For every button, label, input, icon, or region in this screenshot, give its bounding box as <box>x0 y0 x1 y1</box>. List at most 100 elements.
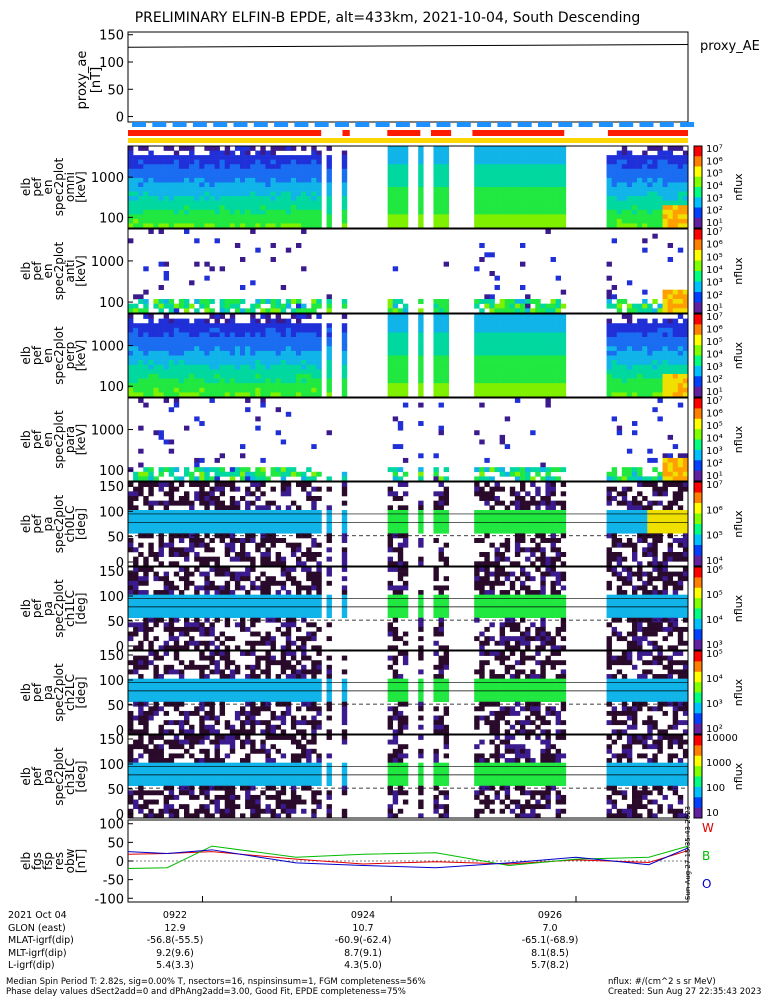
spectrogram-cell <box>387 486 394 492</box>
spectrogram-cell <box>204 467 210 473</box>
spectrogram-cell <box>143 360 149 366</box>
spectrogram-cell <box>209 168 215 174</box>
spectrogram-cell <box>397 378 404 384</box>
spectrogram-cell <box>484 528 490 534</box>
spectrogram-cell <box>525 383 531 389</box>
spectrogram-cell <box>545 505 551 511</box>
spectrogram-cell <box>275 528 282 534</box>
spectrogram-cell <box>285 364 292 370</box>
spectrogram-cell <box>301 603 307 609</box>
spectrogram-cell <box>560 467 567 473</box>
ae-line <box>127 44 689 48</box>
spectrogram-cell <box>316 191 322 197</box>
spectrogram-cell <box>392 200 399 206</box>
spectrogram-cell <box>611 373 618 379</box>
spectrogram-cell <box>402 164 409 170</box>
spectrogram-cell <box>311 542 317 548</box>
spectrogram-cell <box>178 476 185 482</box>
spectrogram-cell <box>163 155 170 160</box>
spectrogram-cell <box>296 318 302 324</box>
spectrogram-cell <box>209 314 215 319</box>
spectrogram-cell <box>652 299 658 304</box>
spectrogram-cell <box>128 355 134 361</box>
spectrogram-cell <box>178 341 185 347</box>
spectrogram-cell <box>229 613 236 619</box>
spectrogram-cell <box>514 303 521 309</box>
spectrogram-cell <box>194 373 200 379</box>
spectrogram-cell <box>632 552 638 557</box>
spectrogram-cell <box>550 360 556 366</box>
spectrogram-cell <box>219 350 226 356</box>
spectrogram-cell <box>433 299 439 304</box>
spectrogram-cell <box>682 159 689 165</box>
spectrogram-cell <box>616 187 623 192</box>
spectrogram-cell <box>301 594 307 600</box>
spectrogram-cell <box>479 467 485 473</box>
spectrogram-cell <box>204 164 210 170</box>
spectrogram-cell <box>433 168 439 174</box>
spectrogram-cell <box>550 528 556 534</box>
spectrogram-cell <box>632 510 638 515</box>
spectrogram-cell <box>494 364 500 370</box>
spectrogram-cell <box>128 524 134 529</box>
spectrogram-cell <box>397 187 404 192</box>
spectrogram-cell <box>260 364 266 370</box>
spectrogram-cell <box>189 505 195 511</box>
spectrogram-cell <box>163 387 170 393</box>
spectrogram-cell <box>545 150 551 156</box>
spectrogram-cell <box>530 360 536 366</box>
spectrogram-cell <box>341 182 348 188</box>
spectrogram-cell <box>682 294 689 300</box>
spectrogram-cell <box>621 150 628 156</box>
spectrogram-cell <box>184 500 190 506</box>
spectrogram-cell <box>250 355 256 361</box>
spectrogram-cell <box>143 378 149 384</box>
spectrogram-cell <box>280 200 287 206</box>
spectrogram-cell <box>392 168 399 174</box>
spectrogram-cell <box>662 505 668 511</box>
spectrogram-cell <box>489 177 495 183</box>
spectrogram-cell <box>443 528 450 534</box>
spectrogram-cell <box>245 528 251 534</box>
spectrogram-cell <box>402 327 409 333</box>
spectrogram-cell <box>265 214 271 220</box>
spectrogram-cell <box>245 552 251 557</box>
spectrogram-cell <box>245 177 251 183</box>
spectrogram-cell <box>474 299 480 304</box>
spectrogram-cell <box>296 626 302 632</box>
spectrogram-cell <box>270 150 276 156</box>
spectrogram-cell <box>224 599 231 605</box>
spectrogram-cell <box>133 613 139 619</box>
spectrogram-cell <box>306 482 312 487</box>
spectrogram-cell <box>240 444 246 450</box>
spectrogram-cell <box>611 191 618 197</box>
spectrogram-cell <box>418 327 424 333</box>
spectrogram-cell <box>560 318 567 324</box>
spectrogram-cell <box>214 337 220 342</box>
spectrogram-cell <box>616 182 623 188</box>
spectrogram-cell <box>520 168 526 174</box>
spectrogram-cell <box>296 299 302 304</box>
panel-ylabel: pef <box>30 514 44 534</box>
colorbar-cell <box>694 408 702 420</box>
spectrogram-cell <box>133 369 139 375</box>
spectrogram-cell <box>214 567 220 572</box>
spectrogram-cell <box>255 223 261 229</box>
spectrogram-cell <box>255 209 261 215</box>
spectrogram-cell <box>173 608 180 614</box>
spectrogram-cell <box>184 580 190 586</box>
spectrogram-cell <box>642 289 648 295</box>
spectrogram-cell <box>296 383 302 389</box>
spectrogram-cell <box>494 275 500 281</box>
spectrogram-cell <box>275 373 282 379</box>
spectrogram-cell <box>652 168 658 174</box>
spectrogram-cell <box>433 191 439 197</box>
spectrogram-cell <box>250 567 256 572</box>
spectrogram-cell <box>520 243 526 248</box>
spectrogram-cell <box>397 200 404 206</box>
spectrogram-cell <box>474 482 480 487</box>
spectrogram-cell <box>245 603 251 609</box>
spectrogram-cell <box>255 369 261 375</box>
spectrogram-cell <box>540 476 546 482</box>
spectrogram-cell <box>677 538 684 543</box>
